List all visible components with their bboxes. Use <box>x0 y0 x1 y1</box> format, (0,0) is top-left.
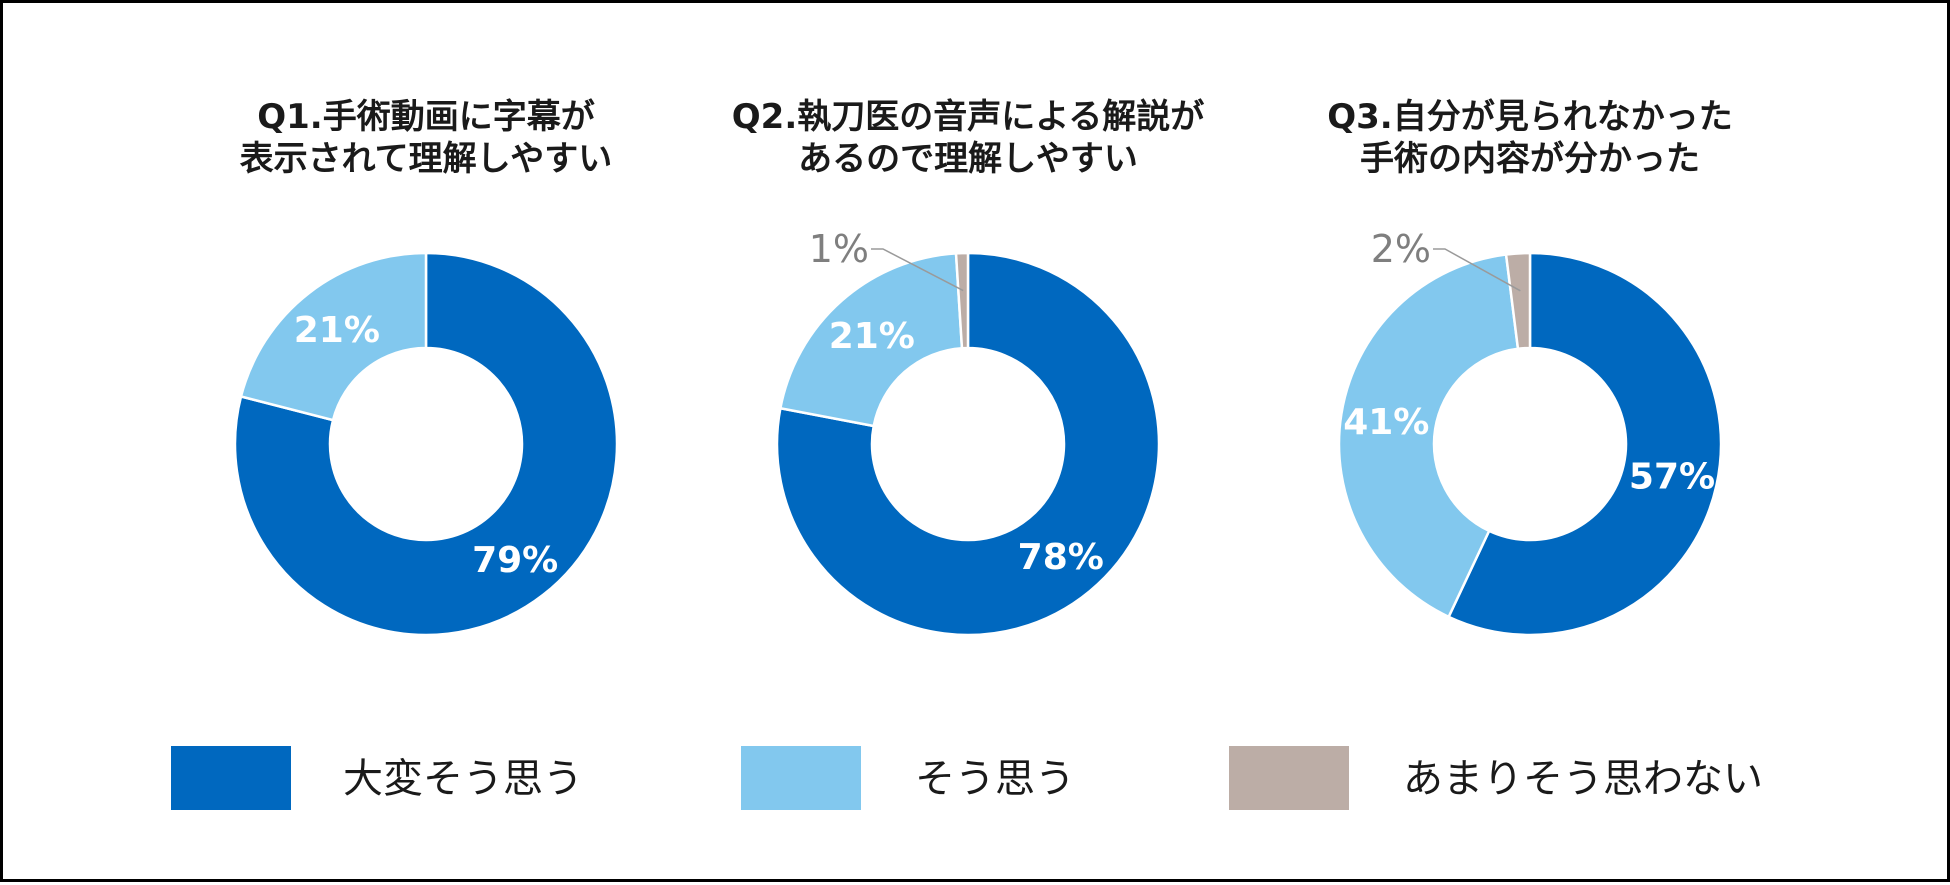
slice-q3-disagree <box>1504 251 1532 351</box>
slice-q3-agree <box>1337 253 1520 619</box>
slice-q2-disagree <box>954 251 970 350</box>
slice-label-q1-agree: 21% <box>294 310 380 351</box>
chart-title-q3-line1: Q3.自分が見られなかった <box>1327 97 1732 137</box>
legend-swatch-agree <box>741 746 861 810</box>
slice-label-q2-agree: 21% <box>829 316 915 357</box>
slice-q3-strongly-agree <box>1447 251 1723 637</box>
legend-label-disagree: あまりそう思わない <box>1403 756 1763 802</box>
slice-q1-agree <box>239 251 428 422</box>
slice-q2-agree <box>778 252 964 428</box>
donut-chart-figure: Q1.手術動画に字幕が表示されて理解しやすい79%21%Q2.執刀医の音声による… <box>171 97 1763 810</box>
legend: 大変そう思う そう思う あまりそう思わない <box>171 746 1763 810</box>
slice-label-q1-strongly-agree: 79% <box>472 540 558 581</box>
chart-title-q1-line2: 表示されて理解しやすい <box>240 139 613 179</box>
chart-title-q1-line1: Q1.手術動画に字幕が <box>257 97 594 137</box>
legend-swatch-strongly-agree <box>171 746 291 810</box>
legend-label-agree: そう思う <box>915 756 1075 802</box>
chart-title-q2-line1: Q2.執刀医の音声による解説が <box>732 97 1204 137</box>
slice-label-q2-strongly-agree: 78% <box>1018 537 1104 578</box>
chart-title-q2-line2: あるので理解しやすい <box>798 139 1138 179</box>
slice-label-q3-agree: 41% <box>1343 402 1429 443</box>
slice-q1-strongly-agree <box>233 251 619 637</box>
leader-line-q2 <box>871 248 964 292</box>
slice-label-q3-disagree: 2% <box>1371 227 1431 271</box>
legend-swatch-disagree <box>1229 746 1349 810</box>
chart-title-q3-line2: 手術の内容が分かった <box>1360 139 1700 179</box>
slice-q2-strongly-agree <box>775 251 1161 637</box>
slice-label-q3-strongly-agree: 57% <box>1629 457 1715 498</box>
leader-line-q3 <box>1433 248 1521 292</box>
slice-label-q2-disagree: 1% <box>809 227 869 271</box>
legend-label-strongly-agree: 大変そう思う <box>343 756 583 802</box>
